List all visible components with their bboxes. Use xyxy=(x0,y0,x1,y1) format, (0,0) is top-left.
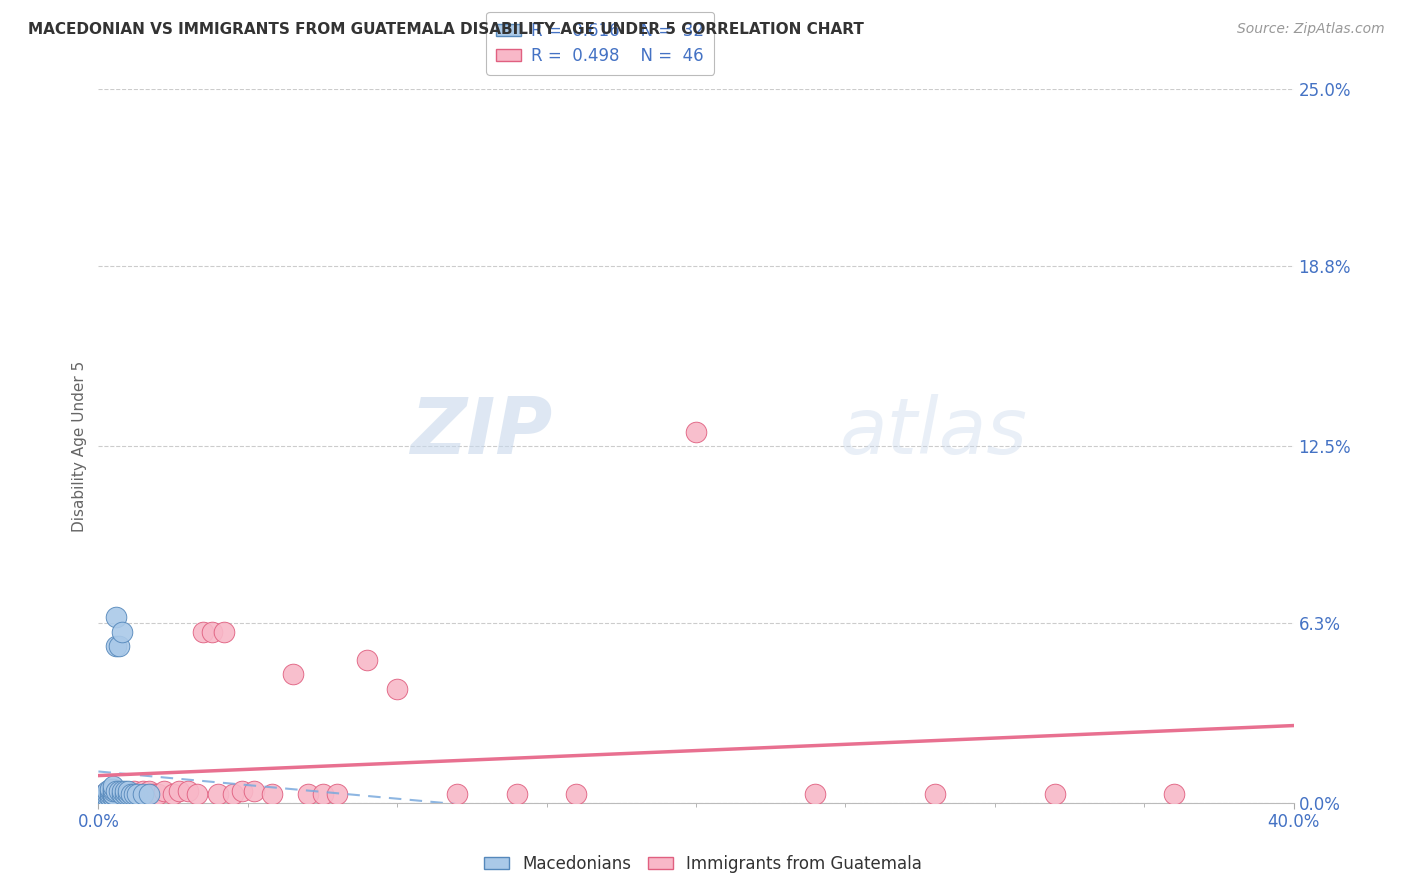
Point xyxy=(98,790,122,805)
Point xyxy=(162,787,184,801)
Point xyxy=(135,787,157,801)
Point xyxy=(506,787,529,801)
Point xyxy=(129,787,152,801)
Point xyxy=(127,787,149,801)
Point xyxy=(98,784,122,798)
Point xyxy=(96,787,118,801)
Point xyxy=(98,787,122,801)
Point xyxy=(1163,787,1185,801)
Point xyxy=(207,787,229,801)
Point xyxy=(201,624,224,639)
Legend: Macedonians, Immigrants from Guatemala: Macedonians, Immigrants from Guatemala xyxy=(477,848,929,880)
Point xyxy=(260,787,283,801)
Point xyxy=(212,624,235,639)
Point xyxy=(117,787,139,801)
Point xyxy=(117,787,139,801)
Point xyxy=(103,787,125,801)
Y-axis label: Disability Age Under 5: Disability Age Under 5 xyxy=(72,360,87,532)
Point xyxy=(96,784,118,798)
Point xyxy=(153,784,176,798)
Point xyxy=(141,787,163,801)
Point xyxy=(93,790,115,805)
Point xyxy=(108,787,131,801)
Point xyxy=(685,425,707,439)
Point xyxy=(98,781,122,796)
Point xyxy=(924,787,946,801)
Point xyxy=(243,784,266,798)
Point xyxy=(132,784,155,798)
Point xyxy=(111,784,134,798)
Point xyxy=(93,787,115,801)
Point xyxy=(98,787,122,801)
Point xyxy=(565,787,588,801)
Text: MACEDONIAN VS IMMIGRANTS FROM GUATEMALA DISABILITY AGE UNDER 5 CORRELATION CHART: MACEDONIAN VS IMMIGRANTS FROM GUATEMALA … xyxy=(28,22,865,37)
Point xyxy=(96,787,118,801)
Point xyxy=(311,787,333,801)
Point xyxy=(111,787,134,801)
Point xyxy=(108,784,131,798)
Point xyxy=(103,787,125,801)
Legend: R =  0.616    N =  32, R =  0.498    N =  46: R = 0.616 N = 32, R = 0.498 N = 46 xyxy=(486,12,714,75)
Point xyxy=(124,784,146,798)
Point xyxy=(108,639,131,653)
Point xyxy=(120,787,142,801)
Point xyxy=(177,784,200,798)
Point xyxy=(114,784,136,798)
Point xyxy=(105,639,128,653)
Point xyxy=(356,653,378,667)
Point xyxy=(111,787,134,801)
Text: Source: ZipAtlas.com: Source: ZipAtlas.com xyxy=(1237,22,1385,37)
Point xyxy=(138,784,160,798)
Point xyxy=(111,624,134,639)
Point xyxy=(326,787,349,801)
Point xyxy=(105,610,128,624)
Point xyxy=(804,787,827,801)
Point xyxy=(231,784,253,798)
Point xyxy=(117,784,139,798)
Point xyxy=(103,787,125,801)
Point xyxy=(297,787,319,801)
Point xyxy=(93,787,115,801)
Point xyxy=(105,787,128,801)
Point xyxy=(446,787,468,801)
Point xyxy=(96,790,118,805)
Point xyxy=(124,787,146,801)
Point xyxy=(103,784,125,798)
Point xyxy=(191,624,214,639)
Point xyxy=(114,787,136,801)
Point xyxy=(281,667,304,681)
Point xyxy=(103,779,125,793)
Point xyxy=(114,787,136,801)
Point xyxy=(105,784,128,798)
Point xyxy=(385,681,409,696)
Point xyxy=(132,787,155,801)
Point xyxy=(138,787,160,801)
Point xyxy=(103,790,125,805)
Point xyxy=(1043,787,1066,801)
Point xyxy=(127,787,149,801)
Text: atlas: atlas xyxy=(839,393,1028,470)
Point xyxy=(103,781,125,796)
Text: ZIP: ZIP xyxy=(411,393,553,470)
Point xyxy=(143,787,166,801)
Point xyxy=(222,787,245,801)
Point xyxy=(167,784,190,798)
Point xyxy=(120,787,142,801)
Point xyxy=(148,787,170,801)
Point xyxy=(186,787,208,801)
